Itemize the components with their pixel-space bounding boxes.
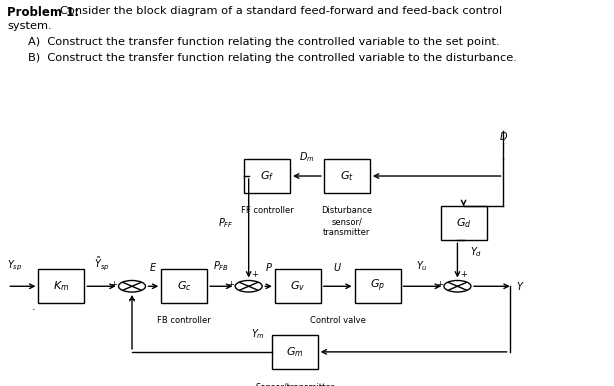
Text: $G_d$: $G_d$ (456, 217, 472, 230)
FancyBboxPatch shape (275, 269, 321, 303)
Text: $U$: $U$ (333, 261, 342, 273)
Text: +: + (227, 280, 234, 289)
Text: Control valve: Control valve (309, 317, 366, 325)
FancyBboxPatch shape (355, 269, 400, 303)
Text: $E$: $E$ (149, 261, 157, 273)
Text: $\tilde{Y}_{sp}$: $\tilde{Y}_{sp}$ (94, 256, 109, 273)
FancyBboxPatch shape (244, 159, 290, 193)
Text: system.: system. (7, 21, 52, 31)
Text: Consider the block diagram of a standard feed-forward and feed-back control: Consider the block diagram of a standard… (60, 6, 502, 16)
FancyBboxPatch shape (441, 206, 486, 240)
Text: A)  Construct the transfer function relating the controlled variable to the set : A) Construct the transfer function relat… (28, 37, 499, 47)
Text: +: + (251, 270, 258, 279)
Text: $G_v$: $G_v$ (290, 279, 305, 293)
Text: $G_f$: $G_f$ (260, 169, 274, 183)
Text: B)  Construct the transfer function relating the controlled variable to the dist: B) Construct the transfer function relat… (28, 53, 516, 63)
Text: $K_m$: $K_m$ (53, 279, 69, 293)
Text: $G_p$: $G_p$ (370, 278, 385, 295)
Text: $G_m$: $G_m$ (286, 345, 303, 359)
Text: $Y_d$: $Y_d$ (470, 245, 482, 259)
Text: FF controller: FF controller (241, 206, 293, 215)
Text: $-$: $-$ (128, 293, 136, 303)
Text: $D$: $D$ (499, 130, 508, 142)
Text: $P$: $P$ (265, 261, 273, 273)
Text: $Y_{sp}$: $Y_{sp}$ (7, 259, 23, 273)
FancyBboxPatch shape (38, 269, 85, 303)
Text: $G_c$: $G_c$ (177, 279, 192, 293)
Circle shape (119, 281, 146, 292)
FancyBboxPatch shape (161, 269, 208, 303)
Text: $D_m$: $D_m$ (299, 151, 315, 164)
Text: Disturbance
sensor/
transmitter: Disturbance sensor/ transmitter (321, 206, 373, 237)
Text: +: + (460, 270, 467, 279)
Text: $P_{FB}$: $P_{FB}$ (213, 259, 229, 273)
Text: $Y_m$: $Y_m$ (252, 328, 266, 341)
Text: $Y_u$: $Y_u$ (416, 259, 428, 273)
Text: .: . (32, 302, 36, 312)
FancyBboxPatch shape (271, 335, 318, 369)
Text: Problem 1:: Problem 1: (7, 6, 79, 19)
FancyBboxPatch shape (324, 159, 370, 193)
Text: Sensor/transmitter: Sensor/transmitter (255, 382, 334, 386)
Text: $P_{FF}$: $P_{FF}$ (217, 216, 233, 230)
Text: FB controller: FB controller (157, 317, 211, 325)
Circle shape (235, 281, 262, 292)
Text: $G_t$: $G_t$ (340, 169, 354, 183)
Text: +: + (111, 280, 117, 289)
Circle shape (444, 281, 471, 292)
Text: $Y$: $Y$ (516, 280, 524, 292)
Text: +: + (436, 280, 443, 289)
